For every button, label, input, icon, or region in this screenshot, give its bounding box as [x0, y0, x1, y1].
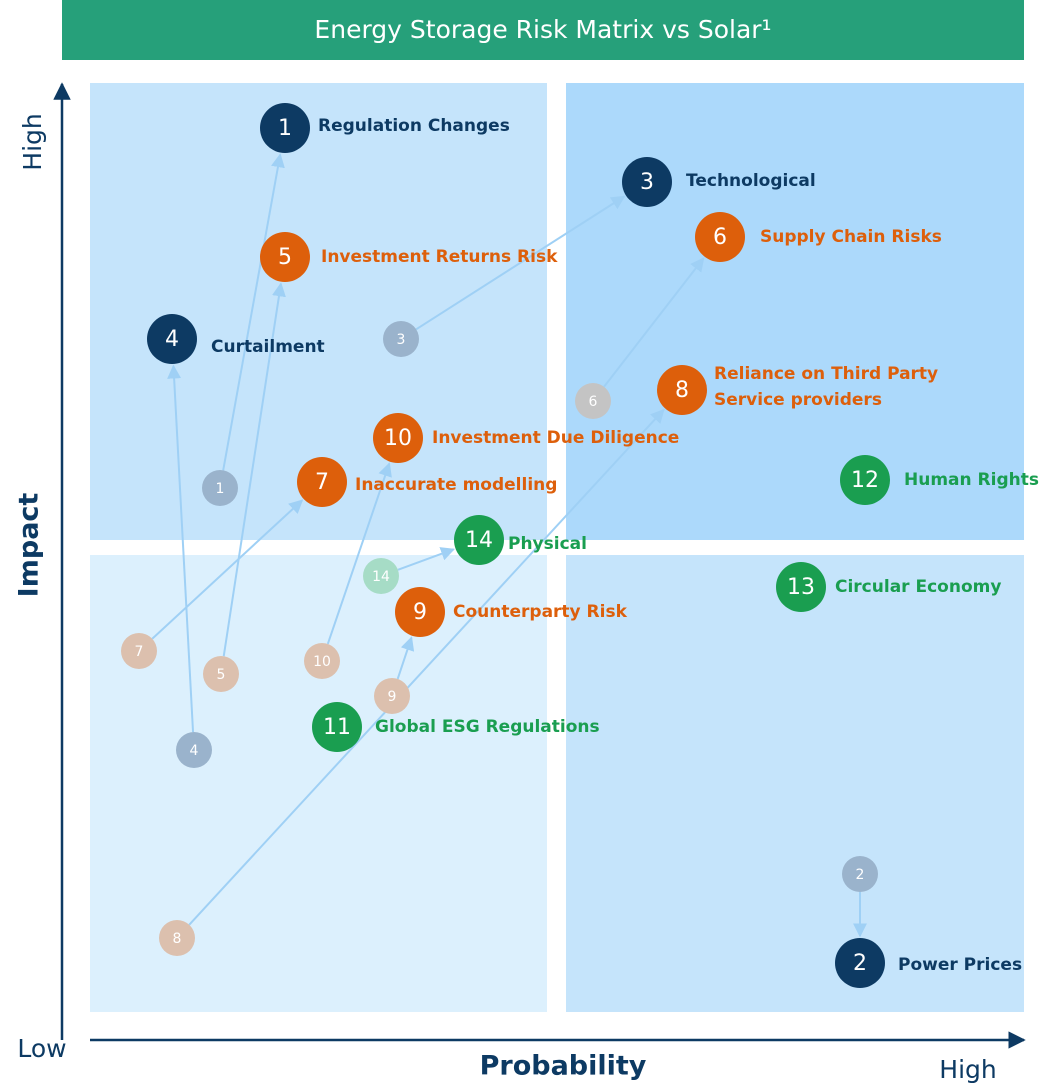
trend-arrow [167, 364, 195, 733]
previous-marker [203, 656, 239, 692]
risk-number: 8 [675, 378, 689, 403]
previous-number: 8 [173, 931, 182, 947]
previous-marker [575, 383, 611, 419]
previous-marker [159, 920, 195, 956]
risk-number: 2 [853, 951, 867, 976]
risk-number: 6 [713, 225, 727, 250]
previous-number: 3 [397, 332, 406, 348]
risk-label: Investment Due Diligence [432, 428, 679, 448]
risk-label: Regulation Changes [318, 116, 510, 136]
risk-label: Physical [508, 534, 587, 554]
previous-number: 9 [388, 689, 397, 705]
risk-number: 7 [315, 470, 329, 495]
risk-number: 11 [323, 715, 351, 740]
risk-number: 3 [640, 170, 654, 195]
risk-marker [147, 314, 197, 364]
risk-number: 13 [787, 575, 815, 600]
x-label: Probability [480, 1051, 647, 1082]
risk-number: 4 [165, 327, 179, 352]
risk-label: Global ESG Regulations [375, 717, 600, 737]
risk-marker [454, 515, 504, 565]
previous-number: 2 [856, 867, 865, 883]
trend-arrow [326, 462, 392, 645]
title: Energy Storage Risk Matrix vs Solar¹ [314, 15, 771, 44]
risk-marker [657, 365, 707, 415]
risk-number: 10 [384, 426, 412, 451]
risk-number: 14 [465, 528, 493, 553]
risk-label: Service providers [714, 390, 882, 410]
previous-marker [383, 321, 419, 357]
title-bar [62, 0, 1024, 60]
risk-label: Human Rights [904, 470, 1039, 490]
risk-marker [622, 157, 672, 207]
risk-label: Curtailment [211, 337, 325, 357]
trend-arrow [151, 499, 304, 640]
trend-arrow [222, 153, 285, 471]
risk-marker [373, 413, 423, 463]
previous-number: 6 [589, 394, 598, 410]
trend-arrow [188, 408, 665, 926]
risk-label: Technological [686, 171, 816, 191]
y-high: High [18, 113, 47, 170]
previous-number: 14 [372, 569, 390, 585]
risk-marker [840, 455, 890, 505]
trend-arrow [603, 257, 705, 388]
risk-marker [297, 457, 347, 507]
quadrant [566, 555, 1024, 1012]
risk-label: Circular Economy [835, 577, 1001, 597]
trend-arrow [415, 195, 626, 331]
previous-marker [842, 856, 878, 892]
previous-marker [176, 732, 212, 768]
previous-marker [304, 643, 340, 679]
risk-label: Inaccurate modelling [355, 475, 557, 495]
risk-number: 5 [278, 245, 292, 270]
risk-label: Power Prices [898, 955, 1022, 975]
risk-number: 1 [278, 116, 292, 141]
previous-marker [363, 558, 399, 594]
risk-label: Reliance on Third Party [714, 364, 938, 384]
trend-arrow [222, 282, 286, 657]
previous-marker [374, 678, 410, 714]
risk-marker [835, 938, 885, 988]
x-high: High [939, 1055, 996, 1084]
risk-number: 9 [413, 600, 427, 625]
risk-marker [260, 103, 310, 153]
trend-arrow [397, 547, 455, 571]
risk-label: Supply Chain Risks [760, 227, 942, 247]
previous-number: 7 [135, 644, 144, 660]
previous-number: 1 [216, 481, 225, 497]
risk-marker [260, 232, 310, 282]
risk-label: Investment Returns Risk [321, 247, 558, 267]
risk-number: 12 [851, 468, 879, 493]
x-low: Low [17, 1034, 66, 1063]
previous-marker [202, 470, 238, 506]
risk-label: Counterparty Risk [453, 602, 628, 622]
risk-marker [776, 562, 826, 612]
y-label: Impact [14, 493, 45, 598]
risk-marker [395, 587, 445, 637]
risk-marker [695, 212, 745, 262]
previous-number: 5 [217, 667, 226, 683]
previous-number: 4 [190, 743, 199, 759]
previous-marker [121, 633, 157, 669]
risk-marker [312, 702, 362, 752]
trend-arrow [396, 636, 415, 680]
previous-number: 10 [313, 654, 331, 670]
